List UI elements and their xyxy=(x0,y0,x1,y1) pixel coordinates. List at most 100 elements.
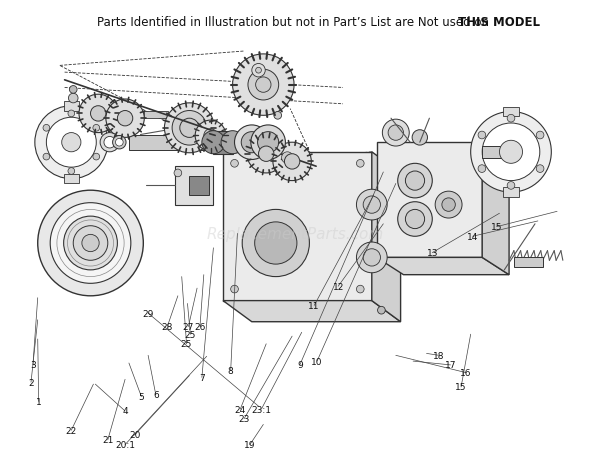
Circle shape xyxy=(38,191,143,296)
Text: 15: 15 xyxy=(455,383,467,392)
Circle shape xyxy=(356,242,387,273)
Text: 17: 17 xyxy=(445,361,456,369)
Text: 5: 5 xyxy=(139,392,145,401)
Text: THIS MODEL: THIS MODEL xyxy=(458,16,539,29)
Circle shape xyxy=(172,111,206,146)
Circle shape xyxy=(90,106,106,122)
Text: 7: 7 xyxy=(199,373,205,382)
Circle shape xyxy=(231,285,238,293)
Circle shape xyxy=(382,120,409,147)
Polygon shape xyxy=(372,152,401,322)
Text: 11: 11 xyxy=(309,301,320,310)
Text: 16: 16 xyxy=(460,368,471,377)
Circle shape xyxy=(378,307,385,314)
Circle shape xyxy=(104,137,116,149)
Circle shape xyxy=(117,111,133,127)
Circle shape xyxy=(398,164,432,198)
Text: 8: 8 xyxy=(228,366,234,375)
Circle shape xyxy=(356,285,364,293)
Circle shape xyxy=(174,170,182,177)
Circle shape xyxy=(478,132,486,140)
Bar xyxy=(189,176,209,196)
Circle shape xyxy=(405,210,425,229)
Polygon shape xyxy=(64,174,79,184)
Polygon shape xyxy=(503,188,519,197)
Text: 9: 9 xyxy=(297,361,303,369)
Circle shape xyxy=(73,226,108,261)
Text: 19: 19 xyxy=(244,440,255,449)
Text: 28: 28 xyxy=(162,322,173,331)
Circle shape xyxy=(258,132,278,153)
Text: 23:1: 23:1 xyxy=(251,405,271,414)
Circle shape xyxy=(82,235,99,252)
Circle shape xyxy=(195,121,226,151)
Circle shape xyxy=(79,95,117,133)
Circle shape xyxy=(405,172,425,191)
Circle shape xyxy=(363,249,381,267)
Circle shape xyxy=(363,196,381,214)
Text: 2: 2 xyxy=(28,378,34,387)
Polygon shape xyxy=(64,102,79,111)
Circle shape xyxy=(274,112,281,120)
Circle shape xyxy=(281,152,293,164)
Bar xyxy=(214,131,232,154)
Polygon shape xyxy=(376,143,482,258)
Circle shape xyxy=(478,165,486,173)
Circle shape xyxy=(204,129,217,143)
Text: 10: 10 xyxy=(312,357,323,366)
Circle shape xyxy=(116,139,123,147)
Circle shape xyxy=(180,119,199,138)
Text: 21: 21 xyxy=(102,435,113,444)
Circle shape xyxy=(536,165,544,173)
Text: 25: 25 xyxy=(185,330,196,339)
Circle shape xyxy=(50,203,131,284)
Circle shape xyxy=(43,154,50,161)
Circle shape xyxy=(356,160,364,168)
Circle shape xyxy=(68,94,78,104)
Circle shape xyxy=(507,182,515,190)
Circle shape xyxy=(435,192,462,218)
Polygon shape xyxy=(503,107,519,117)
Text: 6: 6 xyxy=(153,390,159,399)
Circle shape xyxy=(247,135,286,174)
Text: 20: 20 xyxy=(129,431,140,440)
Circle shape xyxy=(398,202,432,237)
Circle shape xyxy=(284,154,300,170)
Circle shape xyxy=(68,168,75,175)
Circle shape xyxy=(64,217,117,270)
Text: 22: 22 xyxy=(65,426,77,435)
Polygon shape xyxy=(223,152,372,301)
Bar xyxy=(482,147,503,158)
Circle shape xyxy=(113,136,126,150)
Text: 3: 3 xyxy=(30,361,36,369)
Polygon shape xyxy=(482,143,509,275)
Text: 12: 12 xyxy=(333,282,344,291)
Circle shape xyxy=(221,131,244,154)
Polygon shape xyxy=(376,258,509,275)
Circle shape xyxy=(356,190,387,220)
Polygon shape xyxy=(175,167,214,205)
Circle shape xyxy=(93,154,100,161)
Circle shape xyxy=(232,55,294,116)
Circle shape xyxy=(202,131,225,154)
Text: 25: 25 xyxy=(181,340,192,348)
Text: 23: 23 xyxy=(238,414,250,423)
Circle shape xyxy=(255,78,271,93)
Text: Parts Identified in Illustration but not in Part’s List are Not used on: Parts Identified in Illustration but not… xyxy=(97,16,493,29)
Text: 13: 13 xyxy=(427,249,438,257)
Text: 18: 18 xyxy=(433,351,445,360)
Circle shape xyxy=(388,126,404,141)
Circle shape xyxy=(412,130,428,146)
Circle shape xyxy=(482,124,540,181)
Circle shape xyxy=(35,106,108,179)
Circle shape xyxy=(273,143,312,181)
Circle shape xyxy=(255,68,261,74)
Circle shape xyxy=(165,104,214,153)
Circle shape xyxy=(471,112,551,193)
Circle shape xyxy=(255,223,297,264)
Circle shape xyxy=(93,125,100,132)
Text: 27: 27 xyxy=(183,322,194,331)
Text: 14: 14 xyxy=(467,232,478,241)
Circle shape xyxy=(242,210,309,277)
Text: 26: 26 xyxy=(194,322,206,331)
